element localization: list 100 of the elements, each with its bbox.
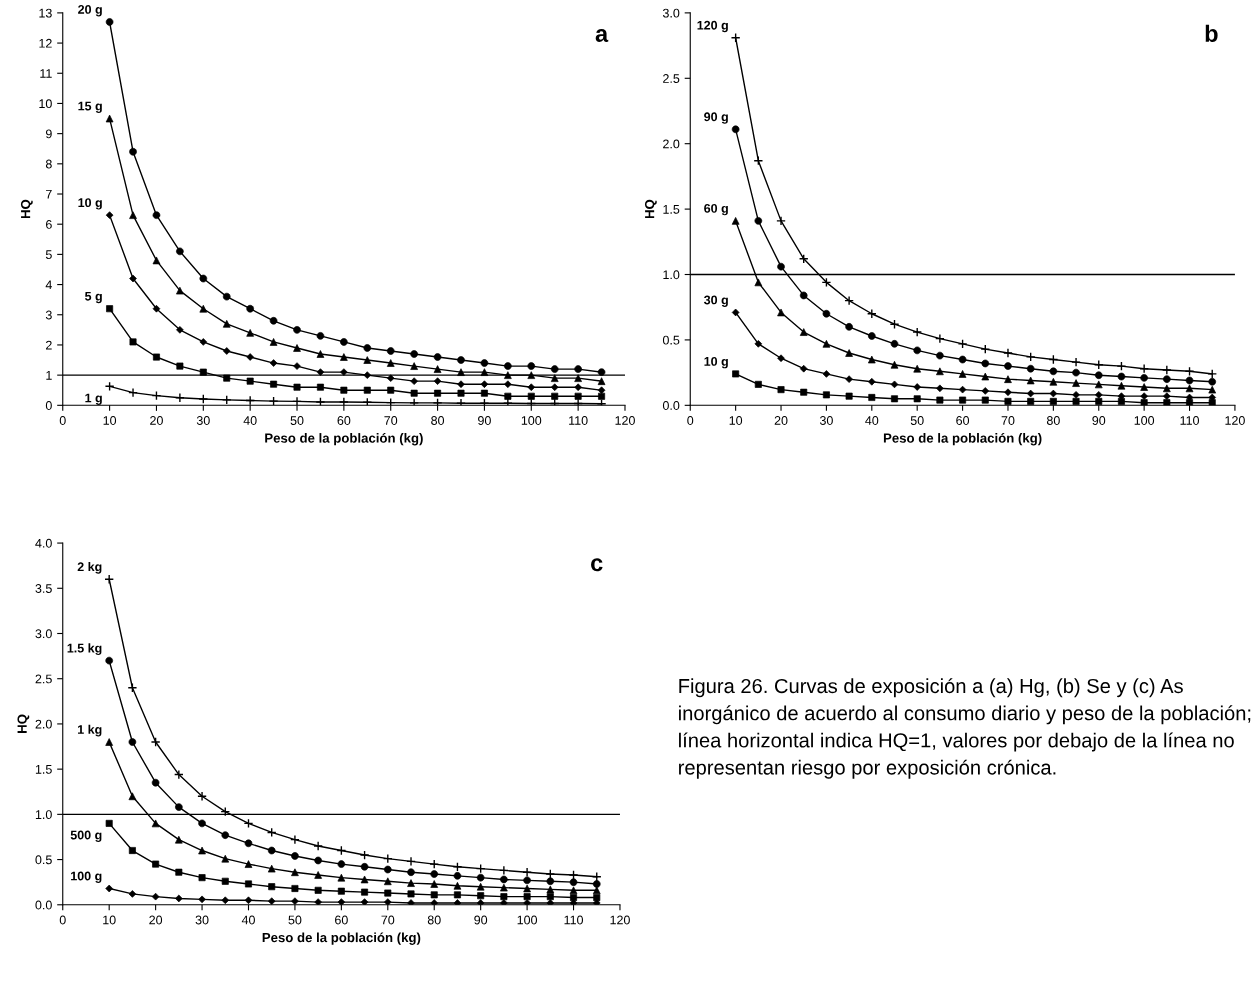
x-tick-label: 90 xyxy=(478,416,491,425)
series-label: 100 g xyxy=(71,871,102,883)
x-tick-label: 30 xyxy=(196,416,210,425)
y-tick-label: 10 xyxy=(39,99,52,109)
x-tick-label: 100 xyxy=(521,416,542,425)
series-label: 20 g xyxy=(78,5,102,17)
x-tick-label: 80 xyxy=(1046,416,1060,425)
y-tick-label: 5 xyxy=(45,250,52,260)
y-tick-label: 12 xyxy=(39,38,52,48)
y-tick-label: 11 xyxy=(40,69,52,78)
x-tick-label: 60 xyxy=(337,416,351,425)
point xyxy=(406,856,416,867)
point xyxy=(502,398,513,406)
x-tick-label: 50 xyxy=(910,416,924,425)
point xyxy=(290,834,300,845)
x-tick-label: 100 xyxy=(1134,416,1155,425)
y-axis-title: HQ xyxy=(20,199,33,219)
x-tick-label: 50 xyxy=(290,416,304,425)
point xyxy=(1161,365,1172,375)
y-tick-label: 1.5 xyxy=(663,205,680,214)
x-tick-label: 110 xyxy=(1180,416,1200,425)
point xyxy=(844,295,854,306)
y-tick-label: 3.0 xyxy=(662,8,680,18)
x-tick-label: 20 xyxy=(150,416,163,425)
x-tick-label: 0 xyxy=(59,416,66,425)
point xyxy=(104,574,115,585)
x-tick-label: 30 xyxy=(819,416,833,425)
text: Figura 26. Curvas de exposición a (a) Hg, (b) Se y (c) As inorgánico de acuerdo al consumo diario y peso de la población; línea horizontal indica HQ=1, valores por debajo de la línea no representan riesgo por exposición crónica. xyxy=(679,678,1251,779)
y-tick-label: 1.0 xyxy=(35,810,52,820)
y-tick-label: 0.5 xyxy=(662,335,680,345)
series-label: 60 g xyxy=(704,203,728,216)
annotation: a xyxy=(595,29,609,42)
point xyxy=(198,394,209,404)
series-label: 120 g xyxy=(697,20,728,33)
point xyxy=(912,327,923,337)
x-tick-label: 70 xyxy=(384,416,398,425)
y-tick-label: 0.0 xyxy=(35,900,52,910)
point xyxy=(935,333,945,344)
series-label: 1 kg xyxy=(78,724,102,737)
series-label: 15 g xyxy=(78,101,102,113)
point xyxy=(1207,369,1218,379)
x-tick-label: 10 xyxy=(103,416,117,425)
x-tick-label: 40 xyxy=(865,416,879,425)
x-tick-label: 120 xyxy=(610,915,630,925)
point xyxy=(573,398,583,406)
x-tick-label: 70 xyxy=(381,915,395,925)
series-label: 90 g xyxy=(704,112,728,124)
y-tick-label: 0.0 xyxy=(662,401,680,410)
y-tick-label: 1.5 xyxy=(35,765,52,774)
x-axis-title: Peso de la población (kg) xyxy=(265,432,423,446)
series-label: 500 g xyxy=(70,830,102,842)
x-tick-label: 120 xyxy=(615,416,635,425)
y-axis-title: HQ xyxy=(644,199,657,219)
point xyxy=(1003,348,1013,358)
y-tick-label: 4 xyxy=(45,280,52,290)
point xyxy=(268,396,279,406)
point xyxy=(456,398,466,406)
x-tick-label: 0 xyxy=(59,915,66,925)
point xyxy=(359,850,370,860)
point xyxy=(1025,352,1036,362)
x-tick-label: 20 xyxy=(149,915,163,925)
y-tick-label: 1.0 xyxy=(663,270,680,280)
y-tick-label: 9 xyxy=(45,129,52,139)
point xyxy=(522,867,532,878)
x-tick-label: 90 xyxy=(474,915,488,925)
point xyxy=(173,769,184,780)
x-tick-label: 60 xyxy=(956,416,970,425)
x-tick-label: 100 xyxy=(517,915,538,925)
y-tick-label: 1 xyxy=(46,371,52,380)
y-tick-label: 2.5 xyxy=(663,74,680,83)
point xyxy=(339,397,349,406)
y-tick-label: 2.5 xyxy=(35,674,52,684)
point xyxy=(221,395,232,405)
point xyxy=(1139,363,1150,374)
series-label: 2 kg xyxy=(77,561,102,574)
x-tick-label: 10 xyxy=(729,416,743,425)
y-tick-label: 13 xyxy=(39,8,52,18)
series-label: 10 g xyxy=(704,356,728,369)
series-label: 5 g xyxy=(84,291,102,304)
y-tick-label: 6 xyxy=(46,220,52,229)
point xyxy=(432,398,443,406)
point xyxy=(197,791,207,802)
point xyxy=(1071,357,1081,368)
point xyxy=(409,398,420,406)
x-tick-label: 60 xyxy=(335,915,348,925)
x-axis-title: Peso de la población (kg) xyxy=(883,432,1042,446)
point xyxy=(980,344,991,354)
x-tick-label: 40 xyxy=(241,915,255,925)
point xyxy=(570,894,578,902)
point xyxy=(128,387,138,398)
series-label: 10 g xyxy=(78,198,102,210)
x-tick-label: 50 xyxy=(288,915,302,925)
y-tick-label: 2.0 xyxy=(35,719,52,729)
point xyxy=(776,216,786,226)
point xyxy=(313,841,324,851)
series-label: 1.5 kg xyxy=(67,643,102,656)
x-tick-label: 10 xyxy=(103,915,116,925)
point xyxy=(292,396,302,406)
y-tick-label: 3 xyxy=(45,310,52,320)
point xyxy=(568,870,579,880)
